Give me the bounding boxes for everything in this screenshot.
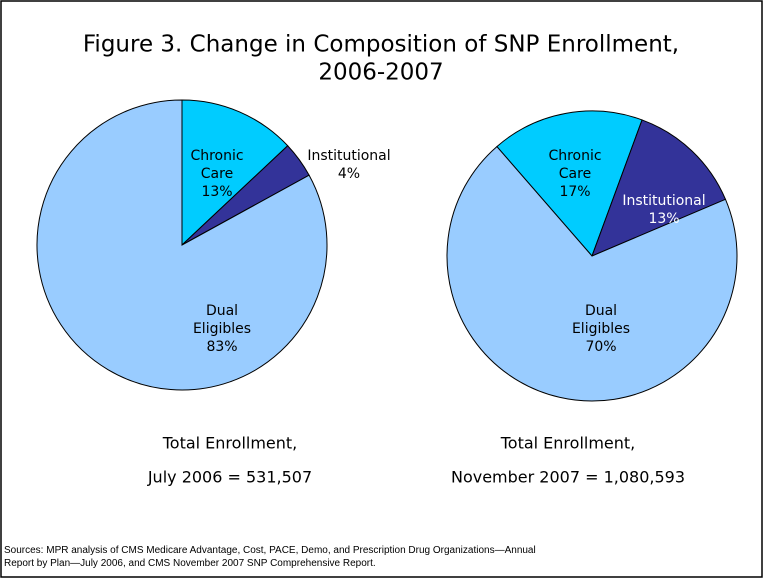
pie-slice: [446, 145, 738, 402]
caption: July 2006 = 531,507: [147, 468, 312, 487]
caption: Total Enrollment,: [162, 434, 298, 453]
pie-slice: [36, 99, 328, 391]
pie-slice: [591, 119, 727, 257]
label-word: Institutional: [307, 148, 390, 164]
label-word: Dual: [585, 303, 617, 319]
slice-value-label: 4%: [338, 166, 360, 182]
source-line: Sources: MPR analysis of CMS Medicare Ad…: [4, 545, 536, 556]
source-line: Report by Plan—July 2006, and CMS Novemb…: [4, 558, 376, 569]
title-line: 2006-2007: [318, 60, 443, 86]
slice-value-label: 17%: [559, 184, 590, 200]
caption: November 2007 = 1,080,593: [451, 468, 685, 487]
label-word: Care: [201, 166, 233, 182]
slice-value-label: 13%: [201, 184, 232, 200]
label-word: Institutional: [622, 193, 705, 209]
slice-label: Chronic Care: [548, 148, 601, 182]
label-word: Chronic: [548, 148, 601, 164]
label-word: Eligibles: [193, 321, 251, 337]
label-word: Dual: [206, 303, 238, 319]
title-line: Figure 3. Change in Composition of SNP E…: [83, 32, 679, 58]
pie-slice: [181, 99, 289, 247]
slice-value-label: 13%: [648, 211, 679, 227]
slice-label: Dual Eligibles: [572, 303, 630, 337]
slice-value-label: 70%: [585, 339, 616, 355]
slice-label: Chronic Care: [190, 148, 243, 182]
label-word: Chronic: [190, 148, 243, 164]
slice-label: Institutional: [307, 148, 390, 164]
slice-value-label: 83%: [206, 339, 237, 355]
pie-slice: [496, 110, 643, 257]
label-word: Care: [559, 166, 591, 182]
label-word: Eligibles: [572, 321, 630, 337]
caption: Total Enrollment,: [500, 434, 636, 453]
slice-label: Dual Eligibles: [193, 303, 251, 337]
slice-label: Institutional: [622, 193, 705, 209]
